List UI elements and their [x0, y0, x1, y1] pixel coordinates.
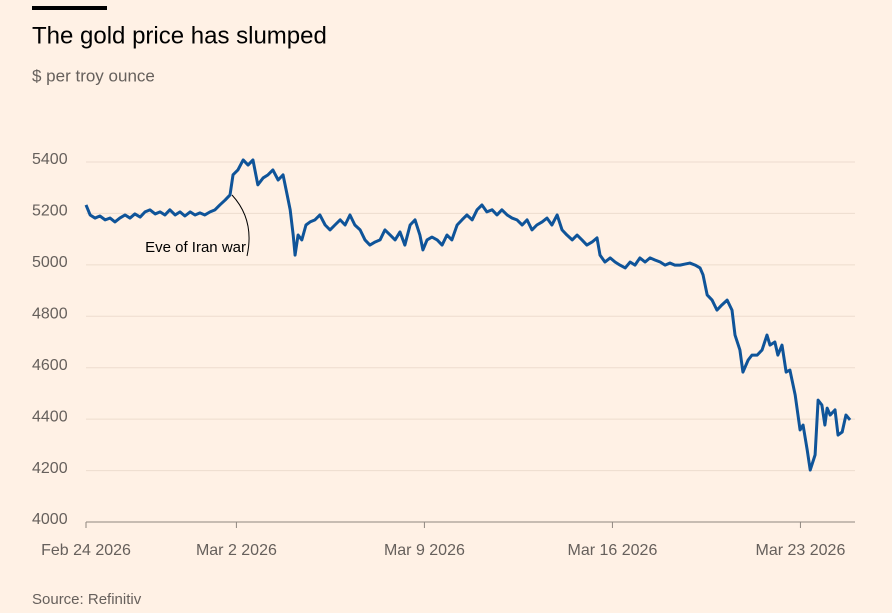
title-bar: [32, 6, 107, 10]
y-tick-label: 4400: [32, 408, 68, 425]
x-tick-label: Feb 24 2026: [41, 542, 131, 559]
y-tick-label: 5200: [32, 203, 68, 220]
x-tick-label: Mar 16 2026: [568, 542, 658, 559]
y-tick-label: 4000: [32, 511, 68, 528]
grid: 4000 4200 4400 4600 4800 5000 5200 5400 Feb 24 2…: [32, 151, 855, 559]
y-tick-label: 5000: [32, 254, 68, 271]
y-tick-label: 4800: [32, 306, 68, 323]
x-tick-label: Mar 2 2026: [196, 542, 277, 559]
y-tick-label: 4600: [32, 357, 68, 374]
x-tick-label: Mar 23 2026: [756, 542, 846, 559]
chart-subtitle: $ per troy ounce: [32, 66, 155, 85]
y-tick-label: 5400: [32, 151, 68, 168]
source: Source: Refinitiv: [32, 591, 142, 608]
price-line: [84, 158, 852, 472]
y-tick-label: 4200: [32, 460, 68, 477]
annotation-leader: [231, 194, 250, 257]
x-tick-label: Mar 9 2026: [384, 542, 465, 559]
chart-title: The gold price has slumped: [32, 22, 327, 49]
plot: [84, 158, 852, 472]
annotation: Eve of Iran war: [145, 239, 246, 256]
